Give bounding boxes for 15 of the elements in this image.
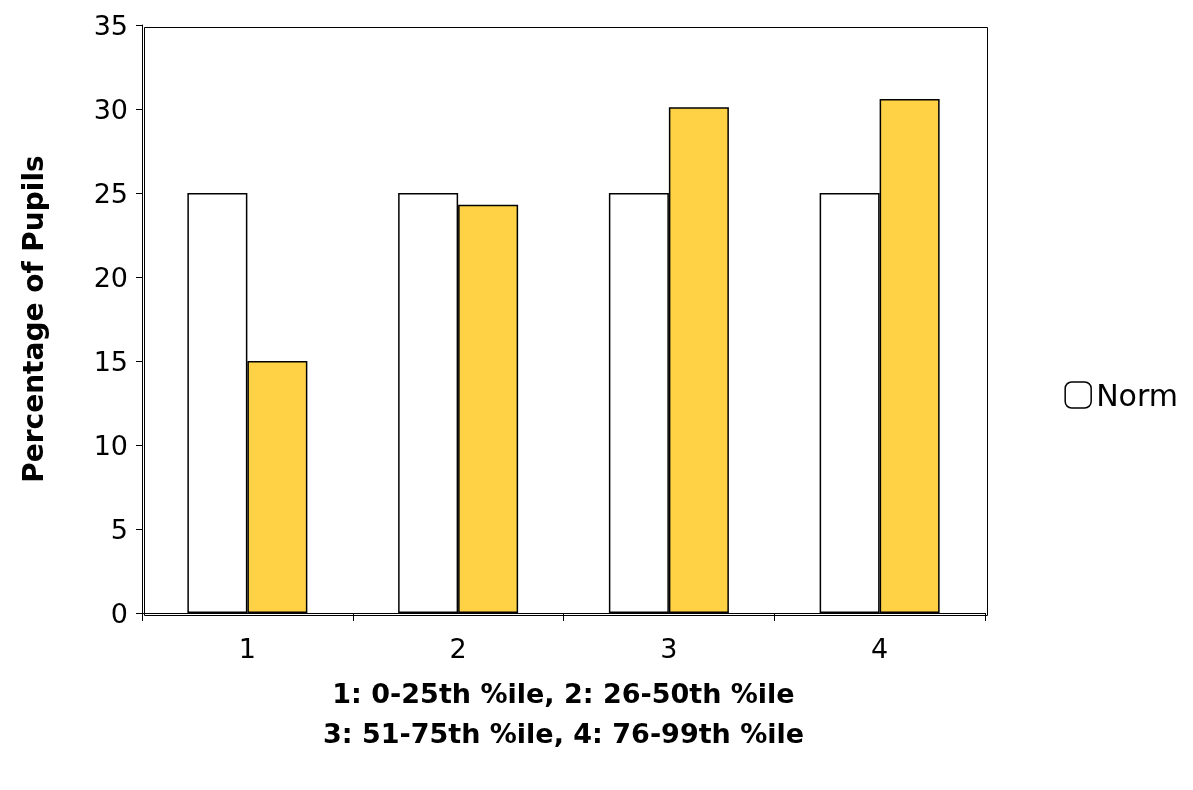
y-tick-label: 10: [93, 429, 128, 461]
y-tick-label: 15: [93, 345, 128, 377]
x-tick-label: 3: [660, 633, 678, 664]
y-axis-title: Percentage of Pupils: [16, 155, 50, 483]
y-tick-label: 30: [93, 93, 128, 125]
x-tick-label: 1: [238, 633, 256, 664]
x-tick-label: 2: [449, 633, 467, 664]
legend-label: Norm: [1096, 377, 1178, 413]
y-tick-label: 20: [93, 261, 128, 293]
y-tick-label: 5: [110, 513, 128, 545]
y-tick-label: 35: [93, 9, 128, 41]
x-axis-title: 1: 0-25th %ile, 2: 26-50th %ile 3: 51-75th %ile, 4: 76-99th %ile: [322, 677, 805, 749]
y-tick-label: 25: [93, 177, 128, 209]
x-tick-label: 4: [871, 633, 889, 664]
y-tick-label: 0: [110, 597, 128, 629]
